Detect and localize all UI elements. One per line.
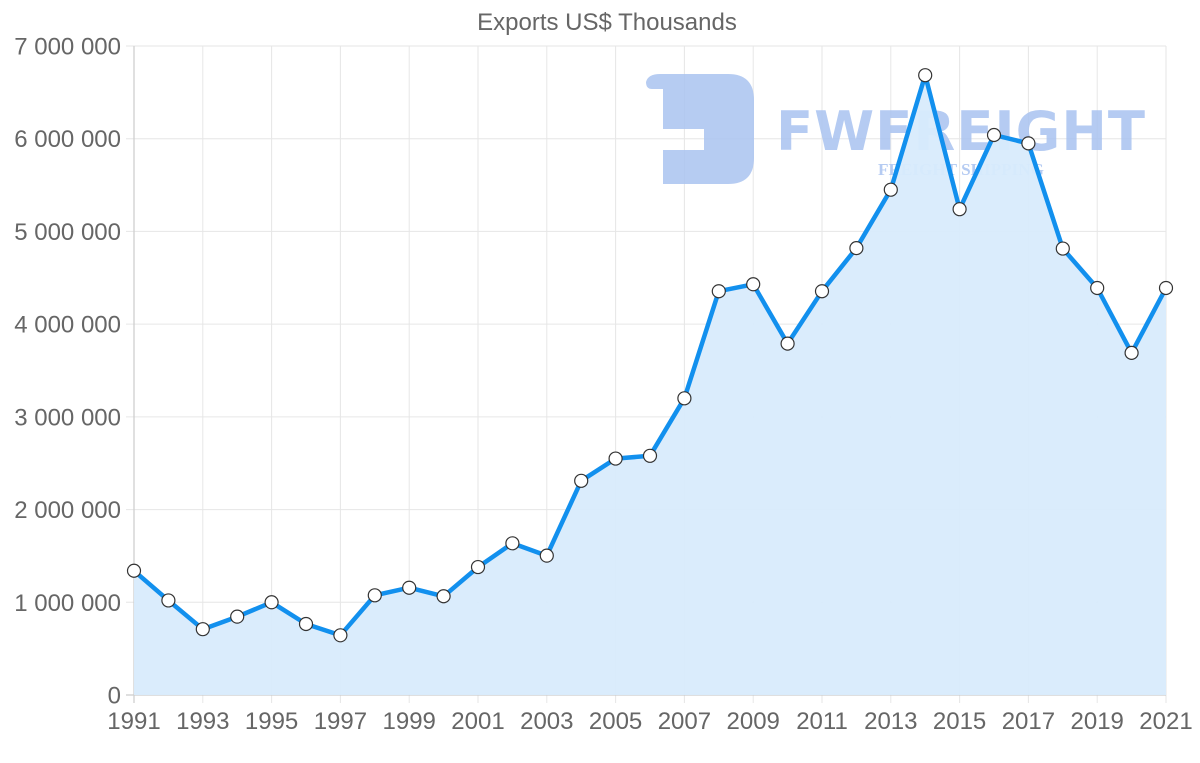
x-tick-label: 2005: [589, 708, 642, 735]
watermark-brand-text: FWFREIGHT: [776, 100, 1146, 163]
data-point[interactable]: [1158, 280, 1174, 296]
x-tick-label: 2001: [451, 708, 504, 735]
data-point[interactable]: [918, 68, 933, 83]
x-tick-label: 2017: [1002, 708, 1055, 735]
y-tick-label: 7 000 000: [14, 34, 121, 61]
y-tick-label: 6 000 000: [14, 126, 121, 153]
data-point[interactable]: [436, 589, 451, 604]
data-point[interactable]: [505, 536, 520, 551]
data-point[interactable]: [1090, 280, 1105, 296]
data-points: [126, 68, 1174, 643]
chart-title: Exports US$ Thousands: [477, 9, 737, 36]
data-point[interactable]: [298, 616, 314, 632]
data-point[interactable]: [711, 284, 726, 299]
data-point[interactable]: [1021, 136, 1036, 151]
data-point[interactable]: [264, 595, 279, 610]
data-point[interactable]: [161, 593, 176, 608]
x-tick-label: 2013: [864, 708, 917, 735]
y-tick-label: 3 000 000: [14, 404, 121, 431]
data-point[interactable]: [230, 609, 245, 624]
data-point[interactable]: [849, 241, 864, 256]
data-point[interactable]: [539, 548, 554, 563]
y-tick-label: 1 000 000: [14, 590, 121, 617]
x-tick-label: 1997: [314, 708, 367, 735]
data-point[interactable]: [470, 559, 486, 575]
x-tick-label: 1995: [245, 708, 298, 735]
series-area-fill: [134, 75, 1166, 695]
x-tick-label: 2015: [933, 708, 986, 735]
x-axis-ticks: 1991 1993 1995 1997 1999 2001 2003 2005 2007 2009…: [107, 708, 1192, 735]
y-tick-label: 5 000 000: [14, 219, 121, 246]
y-tick-label: 4 000 000: [14, 312, 121, 339]
x-tick-label: 1993: [176, 708, 229, 735]
data-point[interactable]: [1055, 241, 1070, 256]
x-tick-label: 2011: [796, 708, 848, 735]
y-tick-label: 2 000 000: [14, 497, 121, 524]
x-tick-label: 2019: [1071, 708, 1124, 735]
data-point[interactable]: [780, 336, 795, 351]
data-point[interactable]: [574, 473, 589, 488]
data-point[interactable]: [952, 202, 967, 217]
data-point[interactable]: [986, 127, 1002, 143]
data-point[interactable]: [642, 448, 658, 463]
x-tick-label: 2009: [727, 708, 780, 735]
data-point[interactable]: [126, 563, 142, 578]
x-tick-label: 1999: [383, 708, 436, 735]
x-tick-label: 2003: [520, 708, 573, 735]
data-point[interactable]: [195, 622, 210, 637]
data-point[interactable]: [746, 277, 761, 292]
y-tick-label: 0: [108, 683, 121, 710]
data-point[interactable]: [333, 628, 348, 643]
watermark: FWFREIGHT FREIGHT SHIPPING: [646, 74, 1146, 184]
data-point[interactable]: [814, 284, 830, 299]
data-point[interactable]: [608, 451, 623, 466]
data-point[interactable]: [883, 182, 898, 197]
x-tick-label: 1991: [107, 708, 160, 735]
data-point[interactable]: [367, 588, 382, 603]
brand-logo-icon: [646, 74, 754, 184]
x-tick-label: 2007: [658, 708, 711, 735]
data-point[interactable]: [1124, 345, 1139, 360]
data-point[interactable]: [677, 391, 692, 406]
data-point[interactable]: [402, 580, 417, 595]
x-tick-label: 2021: [1139, 708, 1192, 735]
y-axis-ticks: 0 1 000 000 2 000 000 3 000 000 4 000 000 5 0…: [14, 34, 121, 710]
